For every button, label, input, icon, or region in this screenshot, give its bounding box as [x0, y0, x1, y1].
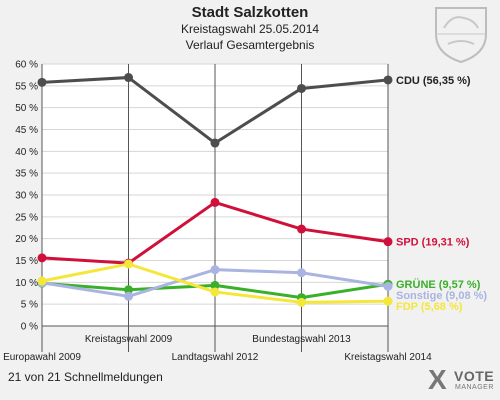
x-tick-label: Landtagswahl 2012: [172, 352, 259, 363]
y-tick-label: 35 %: [15, 169, 38, 180]
series-lines: [37, 73, 393, 307]
data-point: [210, 138, 220, 148]
data-point: [383, 75, 393, 85]
series-end-label: CDU (56,35 %): [396, 75, 471, 87]
chart-subtitle-2: Verlauf Gesamtergebnis: [185, 38, 315, 52]
data-point: [210, 280, 220, 290]
data-point: [297, 297, 306, 307]
chart-subtitle: Kreistagswahl 25.05.2014: [180, 22, 320, 36]
chart-title: Stadt Salzkotten: [191, 4, 309, 21]
series-end-label: FDP (5,68 %): [396, 301, 463, 313]
y-tick-label: 0 %: [21, 322, 38, 333]
data-point: [124, 285, 133, 295]
series-end-label: Sonstige (9,08 %): [396, 290, 487, 302]
data-point: [297, 83, 306, 93]
logo-tagline: MANAGER: [455, 384, 494, 391]
data-point: [37, 253, 47, 263]
data-point: [297, 224, 306, 234]
x-tick-label: Bundestagswahl 2013: [252, 334, 351, 345]
y-tick-label: 25 %: [15, 212, 38, 223]
data-point: [124, 73, 133, 83]
data-point: [210, 287, 220, 297]
data-point: [37, 77, 47, 87]
logo-mark: X: [428, 364, 447, 395]
y-tick-label: 10 %: [15, 278, 38, 289]
x-tick-label: Europawahl 2009: [3, 352, 81, 363]
series-end-label: SPD (19,31 %): [396, 237, 470, 249]
series-end-label: GRÜNE (9,57 %): [396, 278, 481, 291]
y-tick-label: 60 %: [15, 60, 38, 71]
data-point: [124, 259, 133, 269]
data-point: [383, 237, 393, 247]
data-point: [297, 268, 306, 278]
y-tick-label: 55 %: [15, 81, 38, 92]
y-tick-label: 50 %: [15, 103, 38, 114]
logo-name: VOTE: [454, 368, 495, 384]
y-tick-label: 45 %: [15, 125, 38, 136]
x-tick-label: Kreistagswahl 2014: [344, 352, 432, 363]
y-tick-label: 20 %: [15, 234, 38, 245]
series-end-labels: CDU (56,35 %) SPD (19,31 %) GRÜNE (9,57 %)…: [396, 75, 487, 313]
y-tick-label: 15 %: [15, 256, 38, 267]
data-point: [37, 276, 47, 286]
data-point: [210, 197, 220, 207]
data-point: [210, 265, 220, 275]
x-tick-label: Kreistagswahl 2009: [85, 334, 173, 345]
data-point: [383, 281, 393, 291]
data-point: [124, 291, 133, 301]
coat-of-arms-icon: [435, 7, 487, 64]
votemanager-logo: X VOTE MANAGER: [428, 364, 498, 396]
y-tick-label: 5 %: [21, 300, 38, 311]
y-tick-label: 40 %: [15, 147, 38, 158]
data-point: [383, 296, 393, 306]
y-tick-label: 30 %: [15, 191, 38, 202]
report-status: 21 von 21 Schnellmeldungen: [8, 370, 163, 384]
